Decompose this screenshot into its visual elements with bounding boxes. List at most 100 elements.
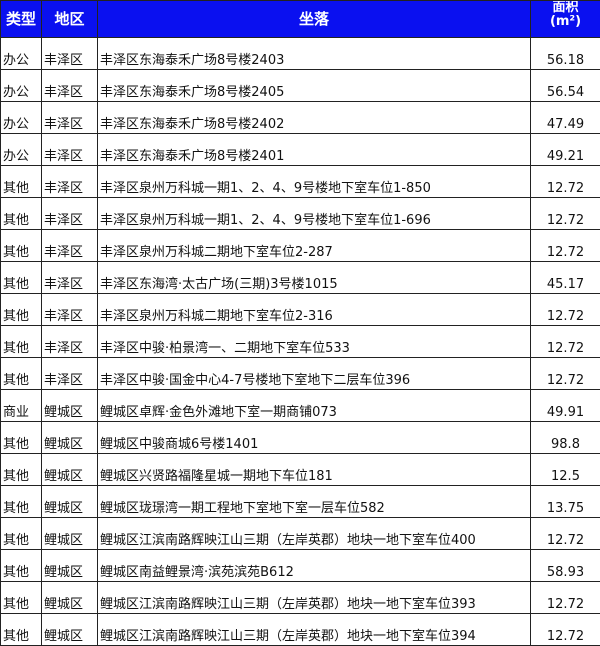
cell-type: 其他 [1, 518, 42, 550]
cell-area: 12.72 [531, 614, 600, 646]
cell-district: 丰泽区 [42, 134, 98, 166]
cell-location: 丰泽区中骏·国金中心4-7号楼地下室地下二层车位396 [98, 358, 531, 390]
cell-type: 其他 [1, 550, 42, 582]
cell-district: 丰泽区 [42, 326, 98, 358]
cell-district: 鲤城区 [42, 550, 98, 582]
cell-location: 丰泽区泉州万科城一期1、2、4、9号楼地下室车位1-696 [98, 198, 531, 230]
cell-location: 鲤城区卓辉·金色外滩地下室一期商铺073 [98, 390, 531, 422]
cell-type: 办公 [1, 70, 42, 102]
cell-district: 丰泽区 [42, 198, 98, 230]
cell-location: 丰泽区泉州万科城二期地下室车位2-316 [98, 294, 531, 326]
cell-type: 其他 [1, 358, 42, 390]
cell-type: 办公 [1, 102, 42, 134]
cell-type: 其他 [1, 198, 42, 230]
cell-type: 其他 [1, 582, 42, 614]
cell-district: 丰泽区 [42, 262, 98, 294]
cell-location: 丰泽区泉州万科城二期地下室车位2-287 [98, 230, 531, 262]
header-area-unit: (m²) [550, 14, 581, 29]
cell-location: 鲤城区中骏商城6号楼1401 [98, 422, 531, 454]
cell-area: 47.49 [531, 102, 600, 134]
cell-type: 办公 [1, 134, 42, 166]
cell-district: 丰泽区 [42, 358, 98, 390]
cell-type: 其他 [1, 326, 42, 358]
cell-type: 其他 [1, 294, 42, 326]
cell-type: 其他 [1, 614, 42, 646]
cell-location: 鲤城区江滨南路辉映江山三期（左岸英郡）地块一地下室车位400 [98, 518, 531, 550]
cell-type: 其他 [1, 486, 42, 518]
cell-location: 丰泽区东海泰禾广场8号楼2402 [98, 102, 531, 134]
cell-area: 12.72 [531, 166, 600, 198]
header-area-label: 面积 [552, 1, 578, 16]
cell-area: 13.75 [531, 486, 600, 518]
cell-district: 丰泽区 [42, 230, 98, 262]
cell-district: 鲤城区 [42, 518, 98, 550]
cell-district: 鲤城区 [42, 422, 98, 454]
cell-location: 丰泽区东海泰禾广场8号楼2405 [98, 70, 531, 102]
cell-type: 办公 [1, 38, 42, 70]
cell-type: 其他 [1, 454, 42, 486]
cell-district: 丰泽区 [42, 38, 98, 70]
cell-area: 12.72 [531, 582, 600, 614]
cell-district: 丰泽区 [42, 70, 98, 102]
cell-district: 鲤城区 [42, 454, 98, 486]
cell-location: 鲤城区江滨南路辉映江山三期（左岸英郡）地块一地下室车位394 [98, 614, 531, 646]
cell-district: 鲤城区 [42, 390, 98, 422]
cell-area: 56.18 [531, 38, 600, 70]
cell-district: 丰泽区 [42, 102, 98, 134]
cell-district: 丰泽区 [42, 166, 98, 198]
cell-area: 12.72 [531, 518, 600, 550]
cell-area: 12.5 [531, 454, 600, 486]
cell-type: 其他 [1, 230, 42, 262]
cell-district: 鲤城区 [42, 486, 98, 518]
header-row: 类型 地区 坐落 面积(m²) [1, 1, 600, 38]
cell-area: 49.21 [531, 134, 600, 166]
cell-type: 其他 [1, 422, 42, 454]
cell-district: 鲤城区 [42, 614, 98, 646]
cell-location: 鲤城区江滨南路辉映江山三期（左岸英郡）地块一地下室车位393 [98, 582, 531, 614]
header-location: 坐落 [98, 1, 531, 38]
cell-location: 丰泽区东海泰禾广场8号楼2403 [98, 38, 531, 70]
cell-area: 12.72 [531, 230, 600, 262]
cell-area: 45.17 [531, 262, 600, 294]
cell-type: 商业 [1, 390, 42, 422]
cell-type: 其他 [1, 262, 42, 294]
cell-location: 鲤城区南益鲤景湾·滨苑滨苑B612 [98, 550, 531, 582]
cell-district: 鲤城区 [42, 582, 98, 614]
cell-location: 鲤城区兴贤路福隆星城一期地下车位181 [98, 454, 531, 486]
cell-area: 12.72 [531, 198, 600, 230]
cell-area: 56.54 [531, 70, 600, 102]
cell-location: 丰泽区泉州万科城一期1、2、4、9号楼地下室车位1-850 [98, 166, 531, 198]
cell-location: 丰泽区东海泰禾广场8号楼2401 [98, 134, 531, 166]
cell-area: 58.93 [531, 550, 600, 582]
cell-type: 其他 [1, 166, 42, 198]
cell-location: 丰泽区东海湾·太古广场(三期)3号楼1015 [98, 262, 531, 294]
cell-location: 鲤城区珑璟湾一期工程地下室地下室一层车位582 [98, 486, 531, 518]
header-type: 类型 [1, 1, 42, 38]
cell-district: 丰泽区 [42, 294, 98, 326]
cell-location: 丰泽区中骏·柏景湾一、二期地下室车位533 [98, 326, 531, 358]
cell-area: 49.91 [531, 390, 600, 422]
header-district: 地区 [42, 1, 98, 38]
cell-area: 12.72 [531, 326, 600, 358]
header-area: 面积(m²) [531, 1, 600, 38]
cell-area: 98.8 [531, 422, 600, 454]
